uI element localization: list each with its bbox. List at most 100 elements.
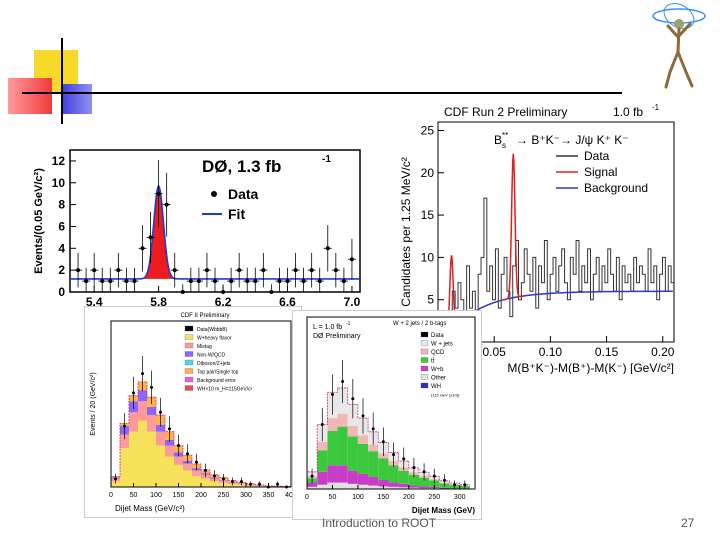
- data-point: [381, 440, 385, 444]
- legend-marker: [184, 376, 194, 383]
- cdf-bs-chart: 5 10 15 20 25 0.05 0.10 0.15 0.20 Candidates per …: [398, 103, 678, 375]
- data-point: [132, 279, 137, 284]
- stack-bar: [129, 412, 138, 432]
- stack-bar: [368, 476, 379, 486]
- legend-label: Signal: [584, 165, 617, 179]
- x-tick-label: 100: [150, 492, 162, 499]
- data-point: [402, 457, 406, 461]
- data-point: [231, 479, 234, 483]
- chart-lumi-sup: -1: [652, 104, 660, 112]
- chart-title: CDF Run 2 Preliminary: [444, 105, 567, 119]
- y-tick-label: 5: [427, 293, 434, 307]
- stack-bar: [357, 435, 369, 444]
- data-point: [442, 478, 446, 482]
- data-point: [213, 279, 217, 284]
- x-tick-label: 50: [329, 494, 337, 501]
- stack-bar: [111, 481, 120, 487]
- y-tick-label: 8: [58, 198, 65, 212]
- stack-bar: [398, 470, 409, 484]
- x-tick-label: 350: [263, 492, 275, 499]
- y-tick-label: 12: [52, 154, 66, 168]
- data-point: [213, 474, 216, 478]
- stack-bar: [183, 463, 192, 471]
- data-point: [245, 279, 250, 284]
- legend-marker: [184, 351, 194, 357]
- x-tick-label: 200: [403, 494, 415, 501]
- background-curve: [443, 290, 673, 343]
- legend-label: Non-W/QCD: [197, 353, 225, 359]
- stack-bar: [147, 406, 156, 416]
- data-point: [361, 414, 365, 418]
- process-chain: → B⁺K⁻→ J/ψ K⁺ K⁻: [516, 133, 629, 147]
- stack-bar: [307, 482, 318, 487]
- stack-bar: [129, 431, 138, 487]
- x-axis-label: M(B⁺K⁻)-M(B⁺)-M(K⁻) [GeV/c²]: [507, 361, 674, 374]
- stack-bar: [419, 486, 430, 489]
- d0-wh-chart: 0 50 100 150 200 250 300 Dijet Mass (GeV) L = 1.…: [292, 310, 482, 520]
- page-number: 27: [681, 516, 695, 530]
- legend-label: Data(WbbbB): [197, 327, 228, 333]
- data-point: [349, 257, 354, 262]
- legend-marker: [420, 357, 429, 363]
- data-point: [249, 482, 252, 486]
- stack-bar: [192, 470, 201, 476]
- legend-label: Other: [431, 376, 446, 382]
- data-point: [116, 268, 121, 273]
- legend-marker: [184, 342, 194, 349]
- legend-marker: [184, 368, 194, 374]
- data-point: [124, 279, 129, 284]
- legend-marker: [420, 348, 429, 355]
- stack-bar: [138, 420, 147, 487]
- legend-marker: [420, 374, 429, 380]
- stack-bar: [378, 458, 389, 480]
- data-point: [330, 392, 334, 396]
- stack-bar: [147, 431, 156, 487]
- data-point: [156, 191, 161, 196]
- region-label: W + 2 jets / 2 b-tags: [393, 321, 447, 327]
- stack-bar: [327, 430, 338, 466]
- stack-bar: [429, 480, 440, 487]
- chart-title-sup: -1: [322, 154, 331, 165]
- data-point: [172, 268, 177, 273]
- legend-marker: [420, 340, 429, 346]
- plot-frame: [437, 121, 675, 343]
- legend-label: W+heavy flavor: [197, 336, 232, 342]
- data-histogram: [443, 197, 674, 343]
- stack-bar: [156, 424, 165, 432]
- legend-label: W+b: [431, 367, 444, 373]
- data-point: [253, 279, 258, 284]
- stack-bar: [419, 477, 430, 487]
- x-tick-label: 7.0: [344, 295, 361, 309]
- stack-bar: [228, 484, 237, 487]
- legend-label: W + jets: [431, 342, 453, 348]
- stack-bar: [156, 431, 165, 446]
- stack-bar: [317, 450, 328, 472]
- legend-label: tt̄: [431, 358, 435, 365]
- stack-bar: [210, 481, 219, 487]
- stack-bar: [156, 445, 165, 487]
- stack-bar: [388, 482, 399, 487]
- stack-bar: [317, 441, 328, 451]
- y-tick-label: 10: [421, 250, 435, 264]
- y-tick-label: 0: [58, 285, 65, 299]
- stack-bar: [120, 448, 129, 487]
- legend-marker: [184, 334, 194, 340]
- stack-bar: [439, 487, 450, 489]
- stack-bar: [307, 486, 318, 489]
- x-axis-label: Dijet Mass (GeV/c²): [115, 504, 185, 513]
- y-axis-label: Events/(0.05 GeV/c²): [33, 168, 45, 274]
- data-point: [293, 268, 298, 273]
- data-point: [333, 268, 338, 273]
- legend-label: Data: [584, 149, 610, 163]
- stack-bar: [347, 436, 358, 471]
- data-point: [196, 279, 201, 284]
- signal-curve: [501, 153, 525, 301]
- data-point: [186, 452, 189, 456]
- data-point: [222, 477, 225, 481]
- stack-bar: [368, 444, 379, 452]
- data-point: [114, 477, 117, 481]
- logo-blue-square: [62, 84, 92, 114]
- stack-bar: [317, 484, 328, 489]
- chart-title-sup: -1: [346, 321, 351, 327]
- x-tick-label: 0: [305, 494, 309, 501]
